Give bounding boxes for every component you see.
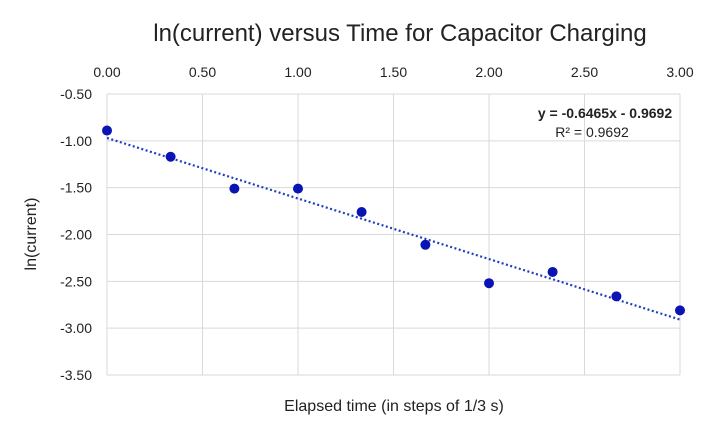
- y-tick-label: -1.50: [60, 180, 92, 196]
- data-point: [675, 305, 685, 316]
- data-point: [356, 207, 367, 218]
- data-point: [547, 266, 558, 277]
- x-tick-label: 1.50: [380, 64, 407, 80]
- y-tick-label: -3.50: [60, 367, 92, 383]
- data-point: [611, 291, 622, 302]
- data-point: [102, 125, 112, 136]
- trendline: [106, 136, 681, 321]
- x-tick-label: 1.00: [284, 64, 311, 80]
- chart-title: ln(current) versus Time for Capacitor Ch…: [153, 20, 647, 47]
- y-tick-label: -2.50: [60, 273, 92, 289]
- y-tick-labels: -0.50 -1.00 -1.50 -2.00 -2.50 -3.00 -3.50: [60, 86, 92, 383]
- x-axis-label: Elapsed time (in steps of 1/3 s): [284, 398, 504, 415]
- y-tick-label: -1.00: [60, 133, 92, 149]
- x-tick-label: 2.50: [571, 64, 598, 80]
- x-tick-labels: 0.00 0.50 1.00 1.50 2.00 2.50 3.00: [93, 64, 693, 80]
- data-point: [420, 239, 431, 250]
- data-point: [484, 278, 494, 289]
- x-tick-label: 3.00: [666, 64, 693, 80]
- x-tick-label: 0.00: [93, 64, 120, 80]
- x-tick-label: 2.00: [475, 64, 502, 80]
- grid: [106, 93, 681, 376]
- data-points: [102, 125, 685, 316]
- y-tick-label: -2.00: [60, 227, 92, 243]
- data-point: [229, 183, 240, 194]
- y-axis-label: ln(current): [23, 198, 40, 271]
- trendline-r2: R² = 0.9692: [555, 124, 629, 140]
- data-point: [293, 183, 303, 194]
- y-tick-label: -0.50: [60, 86, 92, 102]
- y-tick-label: -3.00: [60, 320, 92, 336]
- data-point: [165, 151, 176, 162]
- trendline-equation: y = -0.6465x - 0.9692: [538, 105, 672, 121]
- x-tick-label: 0.50: [189, 64, 216, 80]
